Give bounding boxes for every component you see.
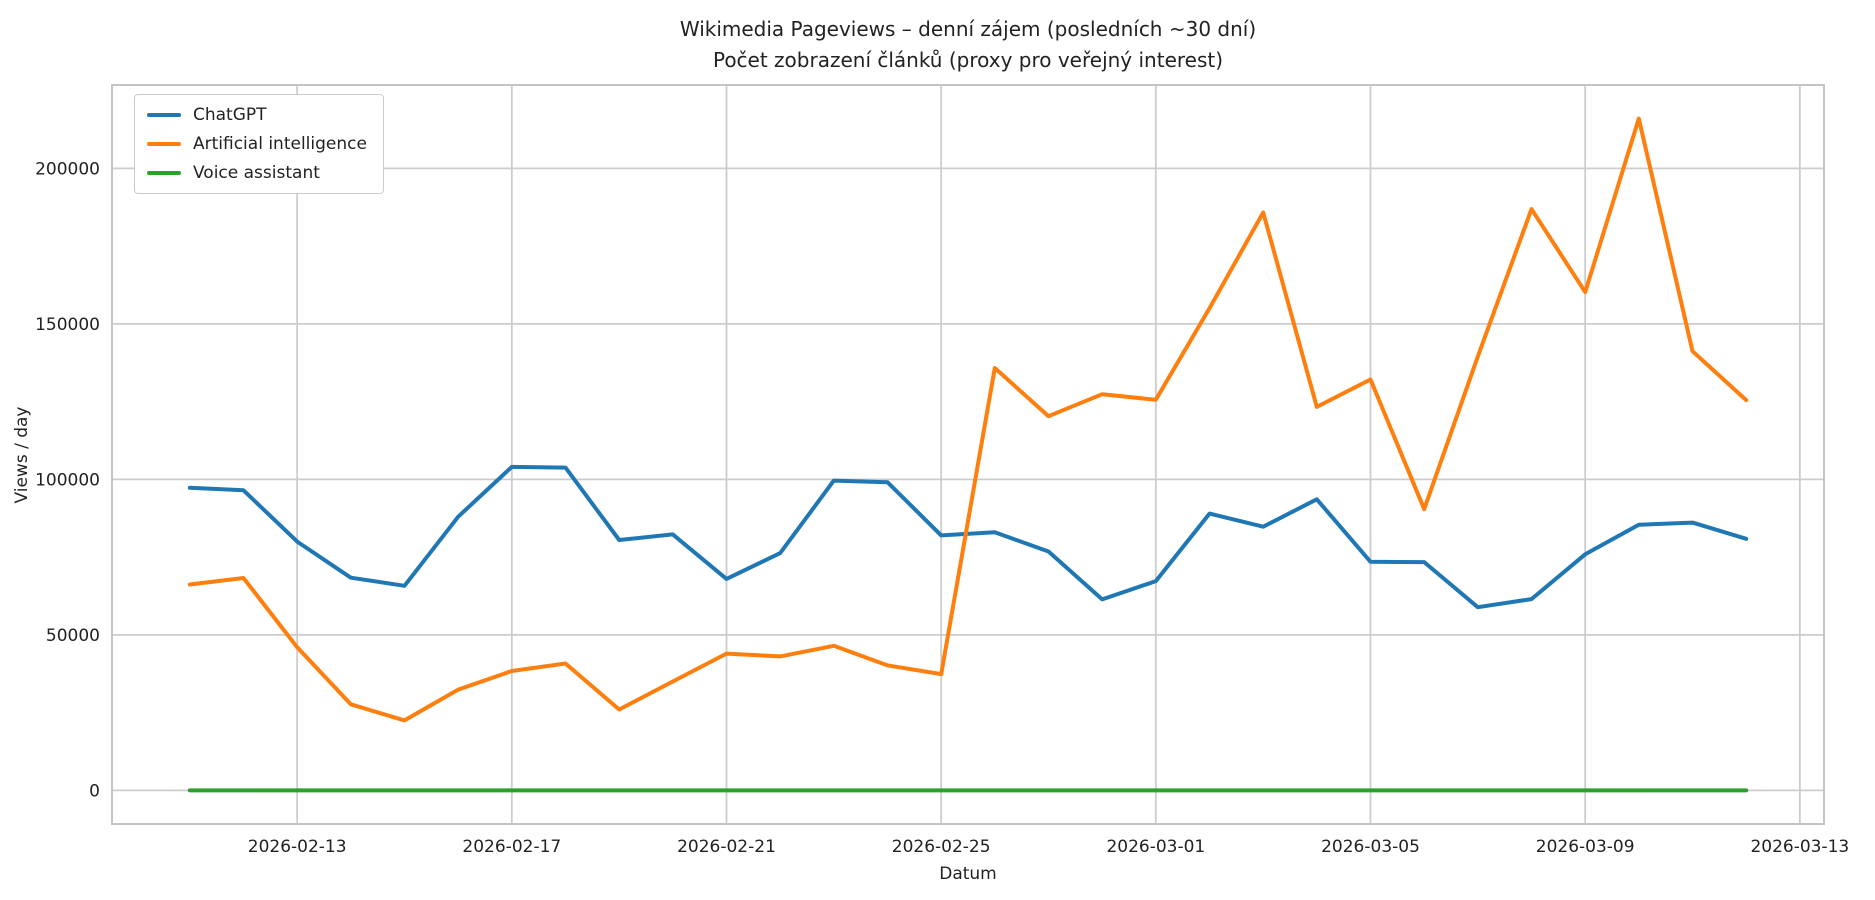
x-tick-label: 2026-02-17 — [462, 837, 561, 857]
plot-border — [111, 84, 1825, 825]
title-block: Wikimedia Pageviews – denní zájem (posle… — [112, 14, 1824, 76]
legend-item-voice-assistant: Voice assistant — [147, 163, 367, 183]
x-tick-label: 2026-03-05 — [1321, 837, 1420, 857]
y-tick-label: 150000 — [35, 315, 100, 335]
chart-subtitle: Počet zobrazení článků (proxy pro veřejn… — [712, 48, 1224, 72]
artificial-intelligence-line-swatch-icon — [147, 142, 181, 146]
legend-item-chatgpt: ChatGPT — [147, 105, 367, 125]
legend-label: Voice assistant — [193, 163, 320, 183]
x-tick-label: 2026-03-09 — [1536, 837, 1635, 857]
y-tick-label: 50000 — [46, 626, 100, 646]
x-tick-label: 2026-02-21 — [677, 837, 776, 857]
legend-label: ChatGPT — [193, 105, 267, 125]
y-tick-label: 200000 — [35, 159, 100, 179]
y-axis-label: Views / day — [12, 406, 32, 504]
legend: ChatGPT Artificial intelligence Voice as… — [134, 94, 384, 194]
legend-label: Artificial intelligence — [193, 134, 367, 154]
y-tick-label: 100000 — [35, 470, 100, 490]
x-tick-label: 2026-03-01 — [1106, 837, 1205, 857]
y-tick-label: 0 — [89, 781, 100, 801]
chart-title: Wikimedia Pageviews – denní zájem (posle… — [679, 17, 1257, 41]
x-tick-label: 2026-02-25 — [892, 837, 991, 857]
x-tick-label: 2026-02-13 — [248, 837, 347, 857]
voice-assistant-line-swatch-icon — [147, 171, 181, 175]
x-tick-label: 2026-03-13 — [1750, 837, 1849, 857]
series-line-chatgpt — [187, 464, 1749, 610]
legend-item-artificial-intelligence: Artificial intelligence — [147, 134, 367, 154]
x-axis-label: Datum — [939, 864, 997, 884]
chatgpt-line-swatch-icon — [147, 113, 181, 117]
series-line-artificial-intelligence — [187, 116, 1749, 723]
